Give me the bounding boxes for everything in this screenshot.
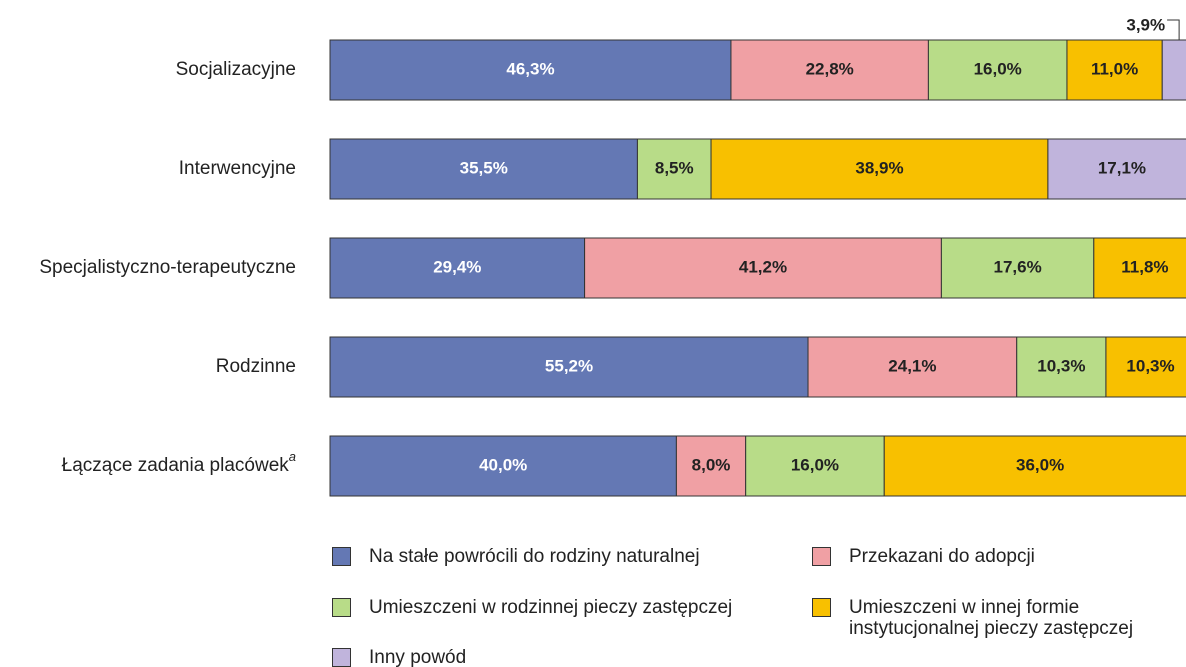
legend-swatch xyxy=(812,598,831,617)
data-label: 24,1% xyxy=(888,356,936,375)
bar-segment xyxy=(329,435,677,497)
bar-segment xyxy=(1105,336,1186,398)
category-text: Socjalizacyjne xyxy=(176,59,296,80)
legend-swatch xyxy=(332,598,351,617)
bar-segment xyxy=(1066,39,1163,101)
legend-item: Umieszczeni w innej formie instytucjonal… xyxy=(812,597,1172,639)
data-label: 16,0% xyxy=(974,59,1022,78)
data-label: 8,5% xyxy=(655,158,694,177)
bar-segment xyxy=(927,39,1068,101)
legend-swatch xyxy=(812,547,831,566)
data-label: 8,0% xyxy=(692,455,731,474)
bar-segment xyxy=(329,336,809,398)
label-leader xyxy=(1167,19,1180,40)
footnote-mark: a xyxy=(289,449,296,464)
category-text: Łączące zadania placówek xyxy=(62,455,290,476)
bar-segment xyxy=(329,237,586,299)
data-label: 35,5% xyxy=(460,158,508,177)
legend-label: Przekazani do adopcji xyxy=(849,546,1035,567)
data-label: 41,2% xyxy=(739,257,787,276)
category-text: Rodzinne xyxy=(216,356,296,377)
bar-segment xyxy=(710,138,1049,200)
bar-segment xyxy=(636,138,712,200)
data-label: 38,9% xyxy=(855,158,903,177)
bar-segment xyxy=(329,138,638,200)
data-label: 29,4% xyxy=(433,257,481,276)
category-label: Rodzinne xyxy=(216,356,296,377)
legend-item: Inny powód xyxy=(332,647,792,667)
category-label: Łączące zadania placóweka xyxy=(62,449,296,476)
data-label: 17,1% xyxy=(1098,158,1146,177)
data-label: 55,2% xyxy=(545,356,593,375)
bar-segment xyxy=(807,336,1018,398)
category-label: Specjalistyczno-terapeutyczne xyxy=(39,257,296,278)
legend-swatch xyxy=(332,648,351,667)
data-label: 17,6% xyxy=(994,257,1042,276)
legend-label: Umieszczeni w innej formie instytucjonal… xyxy=(849,597,1134,639)
legend-item: Na stałe powrócili do rodziny naturalnej xyxy=(332,546,792,567)
legend-label: Na stałe powrócili do rodziny naturalnej xyxy=(369,546,700,567)
category-label: Interwencyjne xyxy=(179,158,296,179)
bar-segment xyxy=(1016,336,1107,398)
category-text: Interwencyjne xyxy=(179,158,296,179)
data-label: 16,0% xyxy=(791,455,839,474)
data-label: 22,8% xyxy=(806,59,854,78)
data-label: 10,3% xyxy=(1126,356,1174,375)
legend-label: Inny powód xyxy=(369,647,467,667)
data-label: 11,8% xyxy=(1121,257,1168,276)
bar-segment xyxy=(883,435,1186,497)
legend-item: Przekazani do adopcji xyxy=(812,546,1172,567)
data-label: 40,0% xyxy=(479,455,527,474)
bar-segment xyxy=(940,237,1095,299)
data-label: 10,3% xyxy=(1037,356,1085,375)
data-label: 46,3% xyxy=(506,59,554,78)
bar-segment xyxy=(1093,237,1186,299)
bar-segment xyxy=(584,237,942,299)
legend-swatch xyxy=(332,547,351,566)
legend-label: Umieszczeni w rodzinnej pieczy zastępcze… xyxy=(369,597,733,618)
category-label: Socjalizacyjne xyxy=(176,59,296,80)
bar-segment xyxy=(745,435,885,497)
legend-item: Umieszczeni w rodzinnej pieczy zastępcze… xyxy=(332,597,792,618)
bar-segment xyxy=(675,435,747,497)
data-label: 11,0% xyxy=(1091,59,1138,78)
data-label: 3,9% xyxy=(1126,15,1165,34)
category-text: Specjalistyczno-terapeutyczne xyxy=(39,257,296,278)
data-label: 36,0% xyxy=(1016,455,1064,474)
bar-segment xyxy=(1047,138,1186,200)
